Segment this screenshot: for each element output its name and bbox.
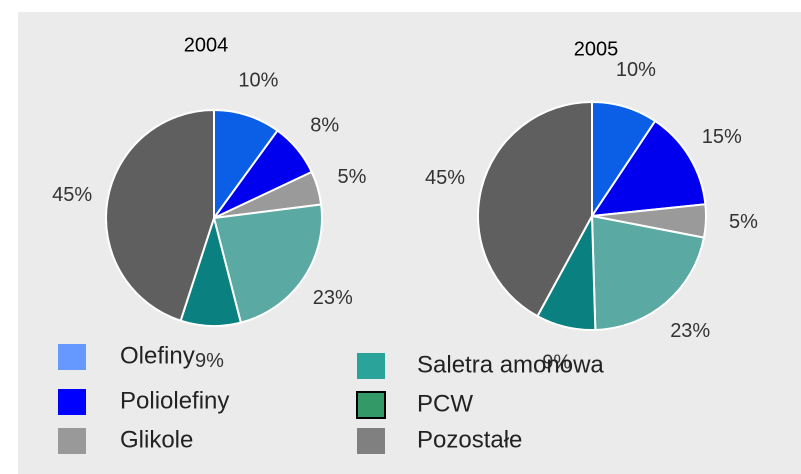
legend-label: Poliolefiny (120, 387, 229, 414)
legend-swatch (356, 391, 386, 419)
data-label: 5% (337, 166, 366, 188)
data-label: 23% (670, 320, 710, 342)
legend-swatch (58, 344, 86, 370)
pie-slice (477, 100, 593, 318)
legend-swatch (58, 428, 86, 454)
legend-swatch (58, 389, 86, 415)
pie-slice (212, 203, 323, 324)
legend-label: PCW (417, 390, 473, 417)
legend-label: Saletra amonowa (417, 351, 604, 378)
legend-swatch (357, 353, 385, 379)
legend-swatch (357, 428, 385, 454)
data-label: 23% (313, 287, 353, 309)
pie-slice (105, 108, 215, 322)
data-label: 45% (52, 184, 92, 206)
data-label: 10% (238, 70, 278, 92)
legend-label: Olefiny (120, 342, 195, 369)
legend-label: Pozostałe (417, 426, 522, 453)
data-label: 9% (542, 352, 571, 374)
data-label: 10% (616, 59, 656, 81)
data-label: 5% (729, 211, 758, 233)
data-label: 9% (195, 350, 224, 372)
chart-title: 2004 (184, 34, 229, 56)
pie-slice (589, 119, 707, 218)
data-label: 8% (310, 115, 339, 137)
pie-slice (590, 214, 706, 331)
legend-label: Glikole (120, 426, 193, 453)
chart-title: 2005 (574, 38, 619, 60)
data-label: 45% (425, 167, 465, 189)
data-label: 15% (702, 126, 742, 148)
